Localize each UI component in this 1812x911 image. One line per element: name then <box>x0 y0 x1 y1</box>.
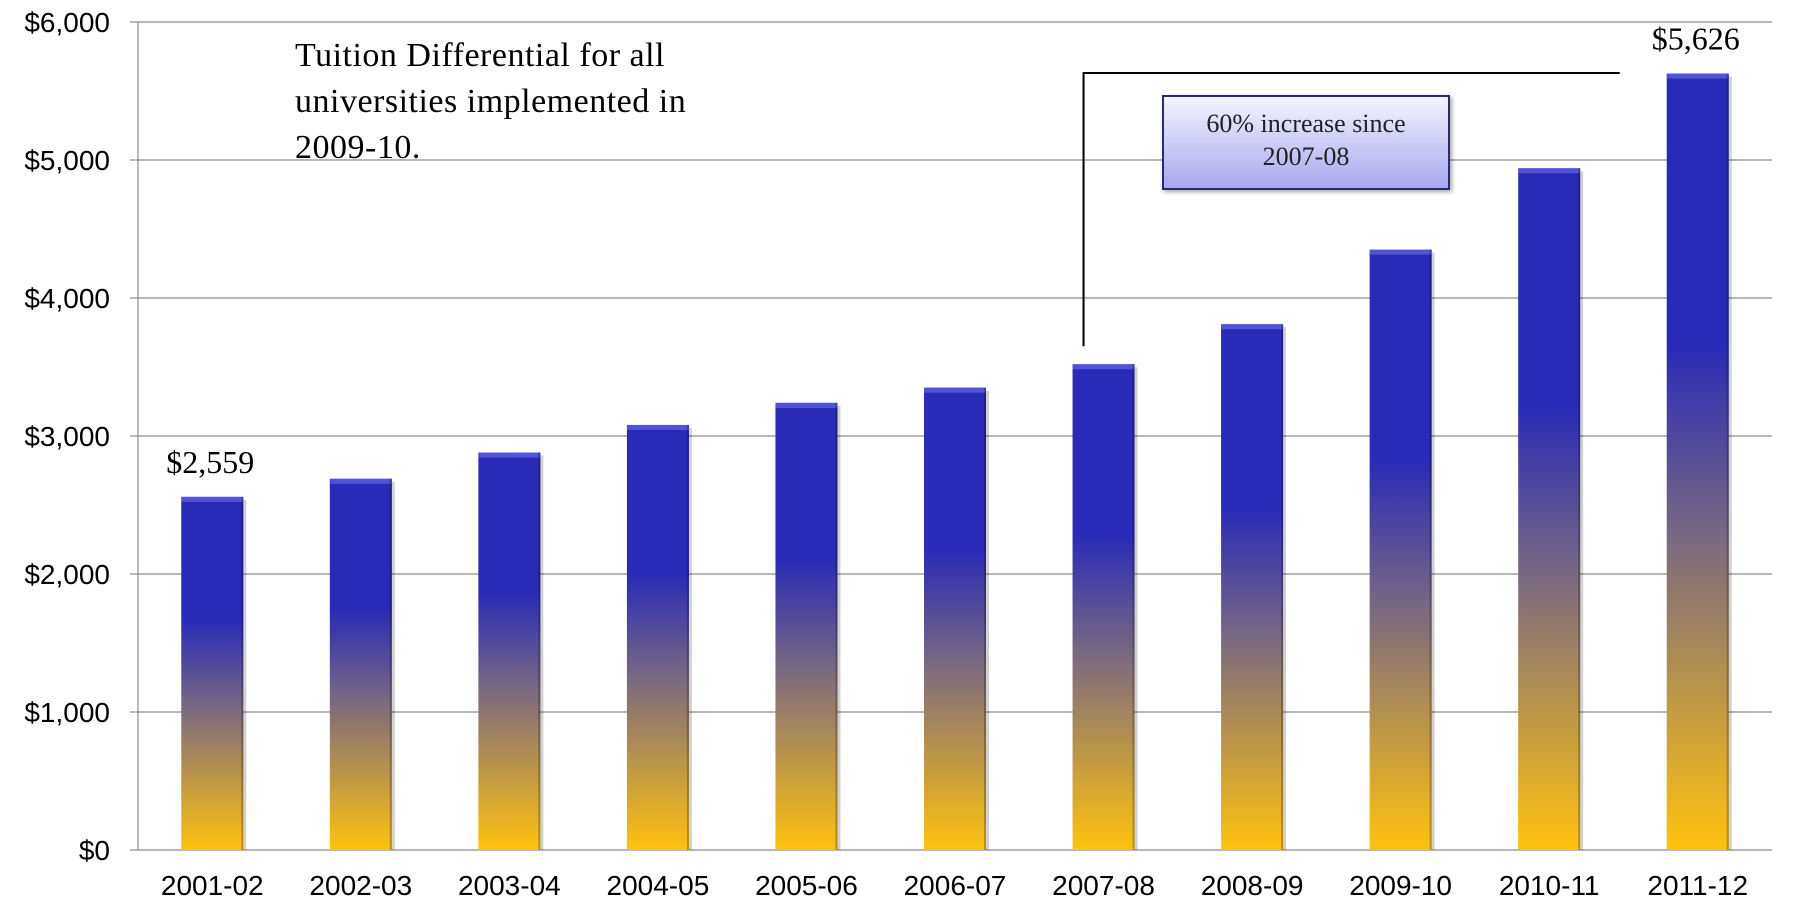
callout-text: 2007-08 <box>1263 142 1350 171</box>
bar-group <box>181 496 247 850</box>
x-tick-label: 2005-06 <box>755 870 858 901</box>
bar-group <box>626 424 692 850</box>
bar-group <box>924 387 989 850</box>
x-tick-label: 2006-07 <box>904 870 1007 901</box>
y-tick-label: $1,000 <box>24 697 110 728</box>
bar-cap <box>626 424 689 430</box>
bar-cap <box>329 478 392 484</box>
bar <box>626 424 689 850</box>
note-text-line: Tuition Differential for all <box>295 37 665 74</box>
bar-group <box>775 402 841 850</box>
data-labels: $2,559 $5,626 <box>166 21 1739 480</box>
x-tick-label: 2009-10 <box>1349 870 1452 901</box>
y-tick-label: $5,000 <box>24 145 110 176</box>
callout-text: 60% increase since <box>1206 109 1405 138</box>
bar-cap <box>924 387 986 393</box>
bar-cap <box>775 402 838 408</box>
bar-cap <box>478 452 541 458</box>
x-axis: 2001-02 2002-03 2003-04 2004-05 2005-06 2006-… <box>161 870 1748 901</box>
bar <box>924 387 986 850</box>
bar <box>181 496 244 850</box>
x-tick-label: 2008-09 <box>1201 870 1304 901</box>
y-tick-label: $2,000 <box>24 559 110 590</box>
x-tick-label: 2001-02 <box>161 870 264 901</box>
x-tick-label: 2002-03 <box>309 870 412 901</box>
bar-cap <box>1221 324 1284 330</box>
bar-cap <box>1518 168 1581 174</box>
bar-cap <box>1072 364 1135 370</box>
bar-group <box>1518 168 1584 850</box>
x-tick-label: 2010-11 <box>1499 870 1600 901</box>
bar <box>775 402 838 850</box>
bar-cap <box>1666 73 1729 79</box>
bar <box>1666 73 1729 850</box>
bar <box>478 452 541 850</box>
bar-cap <box>1369 249 1432 255</box>
y-axis: $0 $1,000 $2,000 $3,000 $4,000 $5,000 $6,000 <box>24 7 139 866</box>
bars <box>181 73 1732 851</box>
bar <box>329 478 392 850</box>
bar-group <box>1369 249 1435 850</box>
bar-group <box>478 452 544 850</box>
increase-callout: 60% increase since 2007-08 <box>1162 95 1450 190</box>
bar-group <box>329 478 395 850</box>
note-text-line: 2009-10. <box>295 129 421 166</box>
y-tick-label: $6,000 <box>24 7 110 38</box>
bar-group <box>1221 324 1287 851</box>
tuition-note: Tuition Differential for all universities… <box>295 37 686 166</box>
increase-bracket <box>1082 72 1620 347</box>
bar-cap <box>181 496 244 502</box>
bracket-line <box>1082 72 1620 347</box>
bar <box>1221 324 1284 851</box>
note-text-line: universities implemented in <box>295 83 686 120</box>
data-label: $2,559 <box>166 444 254 480</box>
x-tick-label: 2007-08 <box>1052 870 1155 901</box>
data-label: $5,626 <box>1652 21 1740 57</box>
bar <box>1369 249 1432 850</box>
bar <box>1072 364 1135 850</box>
y-tick-label: $0 <box>79 835 110 866</box>
callout-box <box>1162 95 1450 190</box>
x-tick-label: 2003-04 <box>458 870 561 901</box>
y-tick-label: $3,000 <box>24 421 110 452</box>
x-tick-label: 2004-05 <box>607 870 710 901</box>
bar-group <box>1072 364 1138 850</box>
bar-group <box>1666 73 1732 850</box>
y-tick-label: $4,000 <box>24 283 110 314</box>
bar <box>1518 168 1581 850</box>
x-tick-label: 2011-12 <box>1647 870 1748 901</box>
